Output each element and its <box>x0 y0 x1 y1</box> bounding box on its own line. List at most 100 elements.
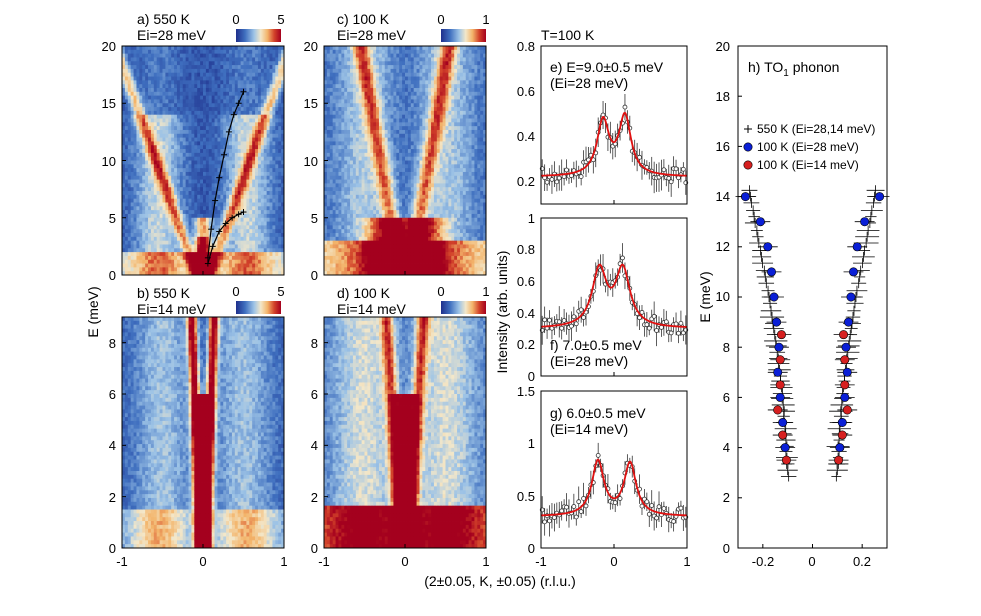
heatmap-cell <box>344 87 348 93</box>
heatmap-cell <box>200 191 204 196</box>
heatmap-cell <box>168 57 172 62</box>
heatmap-cell <box>148 53 152 58</box>
heatmap-cell <box>214 107 218 112</box>
heatmap-cell <box>214 271 218 275</box>
heatmap-cell <box>341 194 345 200</box>
heatmap-cell <box>381 202 386 207</box>
heatmap-cell <box>205 49 210 55</box>
heatmap-cell <box>139 263 143 268</box>
heatmap-cell <box>142 187 146 192</box>
heatmap-cell <box>263 183 268 188</box>
heatmap-cell <box>159 141 163 146</box>
heatmap-cell <box>370 80 374 85</box>
heatmap-cell <box>211 91 215 97</box>
heatmap-cell <box>136 183 140 188</box>
heatmap-cell <box>191 183 195 188</box>
heatmap-cell <box>188 57 192 62</box>
heatmap-cell <box>165 141 169 146</box>
heatmap-cell <box>246 65 250 70</box>
heatmap-cell <box>361 259 365 264</box>
heatmap-cell <box>393 53 397 58</box>
heatmap-cell <box>266 191 270 196</box>
heatmap-cell <box>162 80 166 85</box>
heatmap-cell <box>148 61 152 66</box>
heatmap-cell <box>338 175 342 180</box>
heatmap-cell <box>361 202 365 207</box>
heatmap-cell <box>341 206 345 211</box>
heatmap-cell <box>124 72 129 77</box>
heatmap-cell <box>130 133 134 138</box>
heatmap-cell <box>358 72 362 77</box>
heatmap-cell <box>255 233 259 238</box>
heatmap-cell <box>390 110 394 116</box>
heatmap-cell <box>133 198 137 203</box>
heatmap-cell <box>249 217 253 222</box>
heatmap-cell <box>142 72 146 77</box>
heatmap-cell <box>240 65 244 70</box>
heatmap-cell <box>168 87 172 93</box>
heatmap-cell <box>384 210 389 215</box>
heatmap-cell <box>133 145 137 150</box>
heatmap-cell <box>347 95 351 100</box>
heatmap-cell <box>211 152 215 158</box>
heatmap-cell <box>208 271 213 275</box>
heatmap-cell <box>159 183 163 188</box>
heatmap-cell <box>378 248 383 253</box>
heatmap-cell <box>214 129 218 135</box>
heatmap-cell <box>188 217 192 222</box>
heatmap-cell <box>194 61 198 66</box>
heatmap-cell <box>272 236 276 242</box>
heatmap-cell <box>153 118 158 123</box>
heatmap-cell <box>272 175 276 180</box>
heatmap-cell <box>182 191 187 196</box>
heatmap-cell <box>252 229 256 234</box>
heatmap-cell <box>174 221 178 226</box>
heatmap-cell <box>179 248 184 253</box>
heatmap-cell <box>269 168 273 173</box>
heatmap-cell <box>381 225 386 230</box>
heatmap-cell <box>384 110 389 116</box>
heatmap-cell <box>171 103 175 108</box>
heatmap-cell <box>350 133 354 138</box>
heatmap-cell <box>168 271 172 275</box>
heatmap-cell <box>148 252 152 257</box>
heatmap-cell <box>378 53 383 58</box>
heatmap-cell <box>390 61 394 66</box>
heatmap-cell <box>243 248 247 253</box>
heatmap-cell <box>243 164 247 169</box>
heatmap-cell <box>188 229 192 234</box>
heatmap-cell <box>381 263 386 268</box>
heatmap-cell <box>226 103 230 108</box>
heatmap-cell <box>275 152 279 158</box>
heatmap-cell <box>162 168 166 173</box>
heatmap-cell <box>278 84 282 89</box>
heatmap-cell <box>255 160 259 165</box>
heatmap-cell <box>229 107 233 112</box>
heatmap-cell <box>266 129 270 135</box>
heatmap-cell <box>361 168 365 173</box>
heatmap-cell <box>168 107 172 112</box>
heatmap-cell <box>257 210 262 215</box>
heatmap-cell <box>159 57 163 62</box>
heatmap-cell <box>390 122 394 127</box>
heatmap-cell <box>260 252 265 257</box>
heatmap-cell <box>226 252 230 257</box>
heatmap-cell <box>176 68 181 74</box>
heatmap-cell <box>332 202 336 207</box>
heatmap-cell <box>148 168 152 173</box>
heatmap-cell <box>156 114 160 119</box>
heatmap-cell <box>344 213 348 219</box>
heatmap-cell <box>390 252 394 257</box>
heatmap-cell <box>159 61 163 66</box>
heatmap-cell <box>197 168 201 173</box>
heatmap-cell <box>352 210 357 215</box>
heatmap-cell <box>162 202 166 207</box>
heatmap-cell <box>332 198 336 203</box>
heatmap-cell <box>197 210 201 215</box>
heatmap-cell <box>260 72 265 77</box>
heatmap-cell <box>214 122 218 127</box>
heatmap-cell <box>208 171 213 177</box>
heatmap-cell <box>263 137 268 142</box>
heatmap-cell <box>281 225 284 230</box>
heatmap-cell <box>214 221 218 226</box>
